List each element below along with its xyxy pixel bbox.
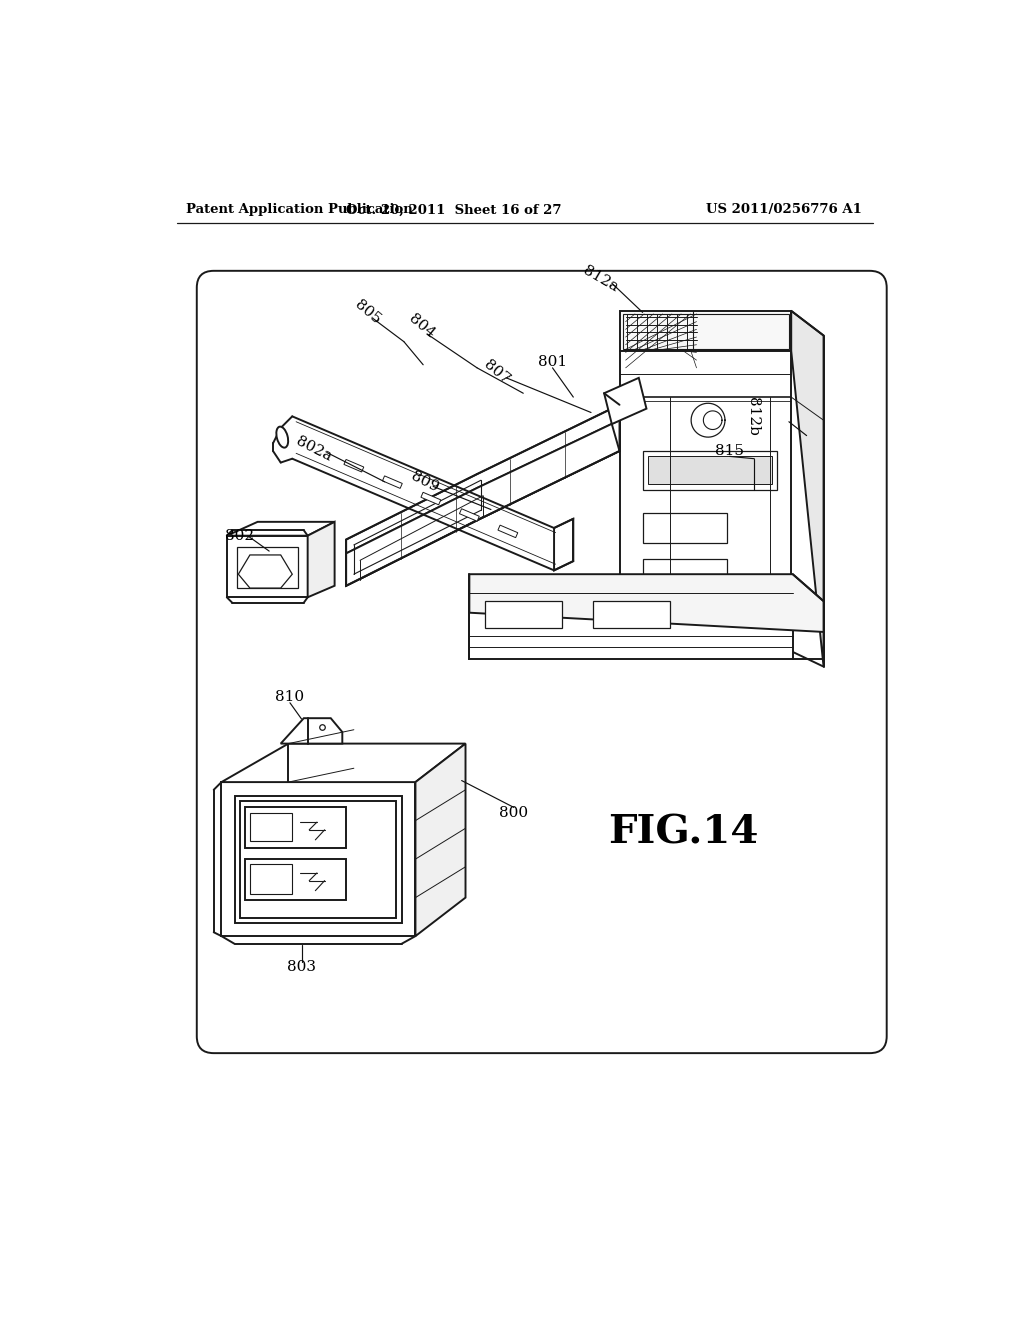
Text: 809: 809 <box>409 469 441 495</box>
Polygon shape <box>239 554 292 589</box>
Polygon shape <box>226 521 335 536</box>
Text: 807: 807 <box>480 358 512 387</box>
Polygon shape <box>620 312 792 351</box>
Polygon shape <box>648 457 772 484</box>
Polygon shape <box>250 813 292 841</box>
Polygon shape <box>346 405 620 553</box>
Text: US 2011/0256776 A1: US 2011/0256776 A1 <box>707 203 862 216</box>
Text: 802a: 802a <box>294 434 334 465</box>
Text: 812b: 812b <box>745 397 760 436</box>
Polygon shape <box>469 590 793 659</box>
Text: Oct. 20, 2011  Sheet 16 of 27: Oct. 20, 2011 Sheet 16 of 27 <box>346 203 562 216</box>
Polygon shape <box>346 436 620 586</box>
Polygon shape <box>307 521 335 597</box>
Polygon shape <box>643 558 727 590</box>
Polygon shape <box>421 492 440 504</box>
Polygon shape <box>240 801 396 917</box>
Text: Patent Application Publication: Patent Application Publication <box>186 203 413 216</box>
Polygon shape <box>245 807 346 847</box>
Text: 801: 801 <box>538 355 567 370</box>
Polygon shape <box>643 512 727 544</box>
Polygon shape <box>221 743 466 781</box>
Text: FIG.14: FIG.14 <box>608 813 759 851</box>
Polygon shape <box>593 601 670 628</box>
Polygon shape <box>382 477 402 488</box>
Polygon shape <box>554 519 573 570</box>
Ellipse shape <box>276 426 288 447</box>
Polygon shape <box>250 865 292 894</box>
Polygon shape <box>604 378 646 424</box>
Text: 800: 800 <box>500 807 528 820</box>
Text: 804: 804 <box>406 312 437 341</box>
Polygon shape <box>498 525 518 537</box>
Polygon shape <box>221 781 416 936</box>
Polygon shape <box>484 601 562 628</box>
Polygon shape <box>346 420 620 586</box>
Text: 812a: 812a <box>581 264 621 294</box>
Polygon shape <box>237 548 298 589</box>
Text: 815: 815 <box>715 444 744 458</box>
Text: 803: 803 <box>287 960 316 974</box>
Polygon shape <box>460 508 479 521</box>
Text: 805: 805 <box>352 298 383 327</box>
Polygon shape <box>620 351 792 651</box>
Polygon shape <box>792 312 823 667</box>
Polygon shape <box>469 574 823 632</box>
Polygon shape <box>643 451 777 490</box>
Polygon shape <box>226 536 307 597</box>
Polygon shape <box>245 859 346 900</box>
Text: 810: 810 <box>275 690 304 705</box>
Polygon shape <box>234 796 401 923</box>
Polygon shape <box>344 459 364 473</box>
Polygon shape <box>281 718 342 743</box>
Text: 802: 802 <box>225 529 254 543</box>
Polygon shape <box>416 743 466 936</box>
